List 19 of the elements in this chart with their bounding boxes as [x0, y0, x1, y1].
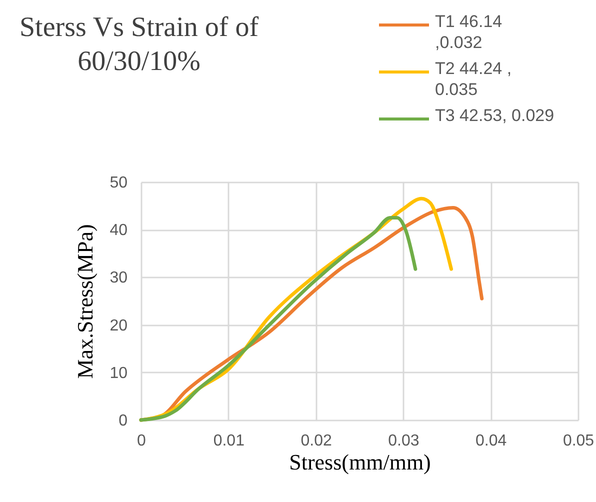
y-tick-label: 30 — [110, 270, 128, 287]
x-tick-label: 0.04 — [476, 432, 507, 450]
x-tick-label: 0 — [137, 432, 146, 450]
x-tick-label: 0.02 — [300, 432, 332, 450]
chart-title: Sterss Vs Strain of of 60/30/10% — [19, 12, 260, 77]
legend-label: T3 42.53, 0.029 — [435, 106, 554, 125]
y-axis-title: Max.Stress(MPa) — [72, 224, 98, 379]
line-series — [139, 216, 418, 422]
x-tick-label: 0.05 — [562, 432, 594, 450]
y-tick-label: 10 — [110, 364, 128, 382]
y-tick-label: 0 — [118, 412, 128, 430]
x-tick-label: 0.01 — [213, 432, 245, 450]
y-tick-label: 40 — [110, 222, 128, 240]
legend-label: T1 46.14 ,0.032 — [435, 12, 502, 52]
x-axis-title: Stress(mm/mm) — [289, 450, 431, 474]
y-tick-label: 20 — [110, 317, 128, 334]
y-tick-label: 50 — [110, 174, 128, 192]
legend-label: T2 44.24 , 0.035 — [435, 59, 512, 99]
x-tick-label: 0.03 — [388, 432, 420, 450]
